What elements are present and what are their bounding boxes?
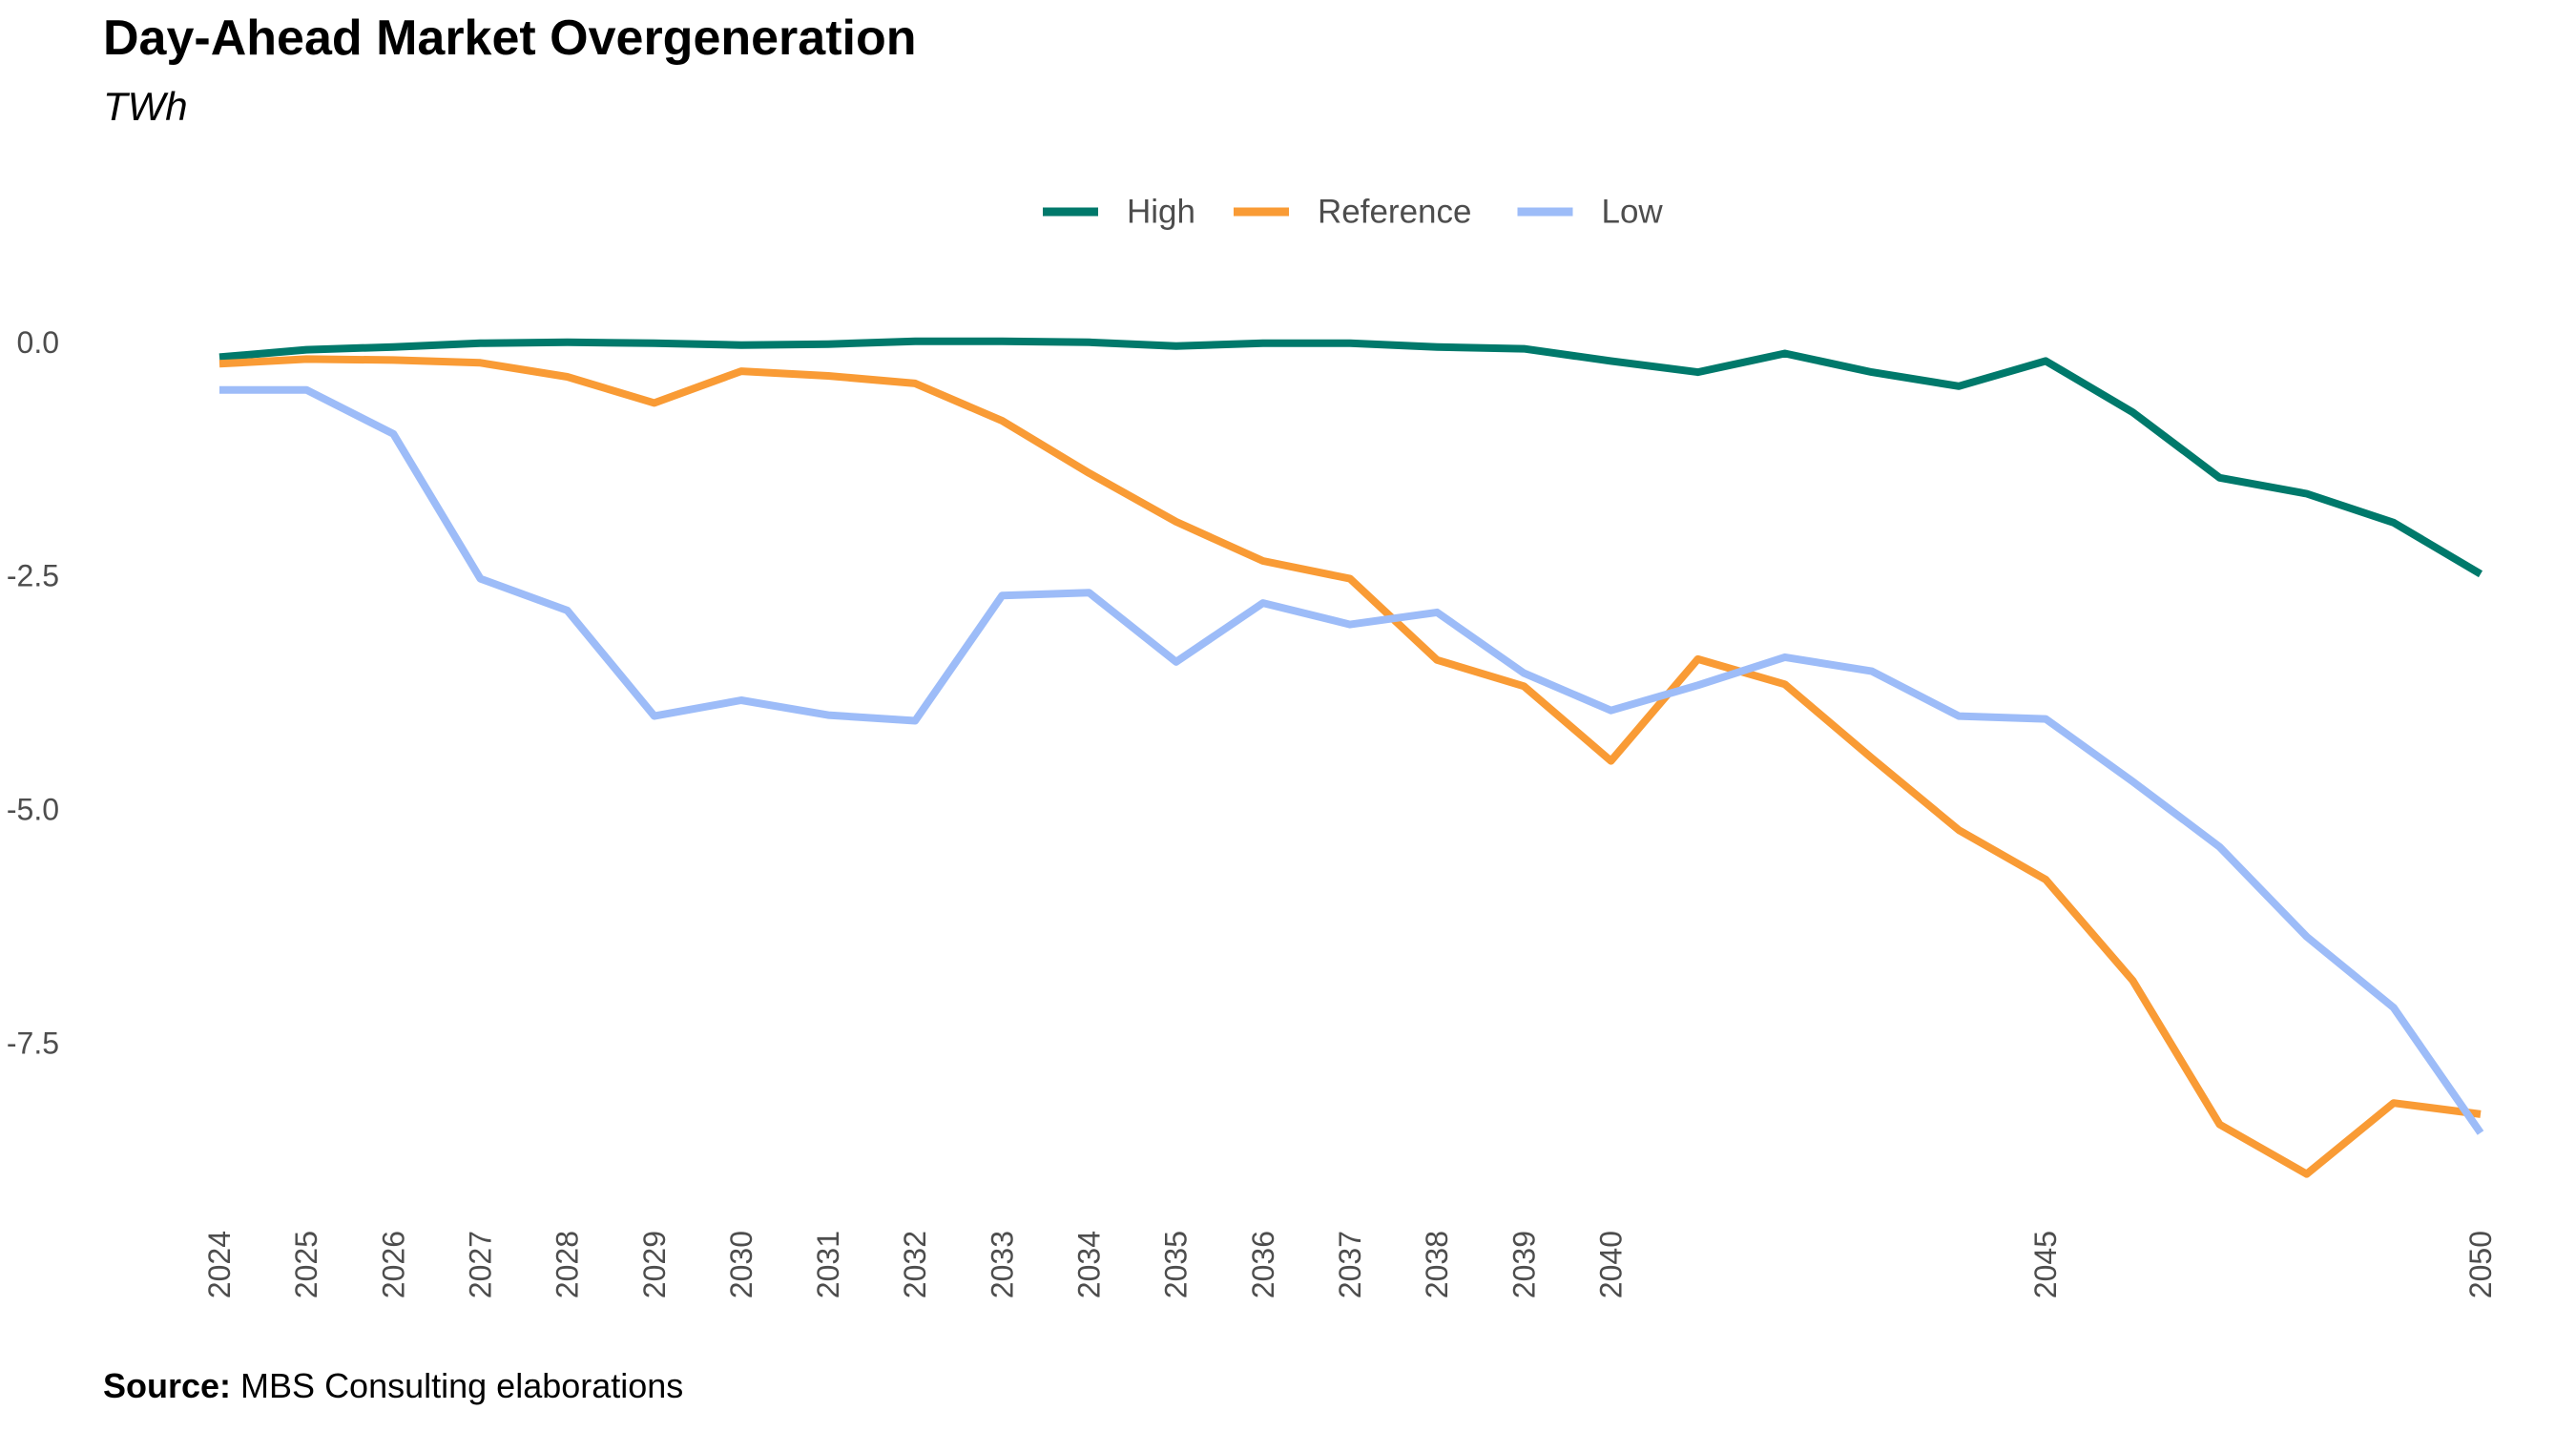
series-line-low <box>219 385 2484 1135</box>
legend-label-reference: Reference <box>1318 194 1471 231</box>
x-tick-label: 2045 <box>2028 1231 2063 1298</box>
x-tick-label: 2030 <box>724 1231 758 1298</box>
x-tick-label: 2036 <box>1246 1231 1280 1298</box>
x-tick-label: 2031 <box>811 1231 845 1298</box>
x-tick-label: 2027 <box>463 1231 497 1298</box>
plot-area <box>218 337 2484 1178</box>
legend-label-high: High <box>1127 194 1195 231</box>
x-tick-label: 2032 <box>898 1231 932 1298</box>
x-tick-label: 2038 <box>1420 1231 1454 1298</box>
x-tick-label: 2040 <box>1593 1231 1628 1298</box>
source-caption: Source: MBS Consulting elaborations <box>103 1366 683 1406</box>
y-tick-label: -7.5 <box>7 1026 59 1060</box>
y-tick-label: -2.5 <box>7 559 59 593</box>
legend-label-low: Low <box>1602 194 1664 231</box>
source-label: Source: <box>103 1366 232 1405</box>
x-tick-label: 2034 <box>1072 1231 1107 1298</box>
x-tick-label: 2024 <box>202 1231 237 1298</box>
x-axis: 2024 2025 2026 2027 2028 2029 2030 2031 2032 2033… <box>202 1231 2498 1298</box>
x-tick-label: 2028 <box>551 1231 585 1298</box>
chart-subtitle: TWh <box>103 84 188 129</box>
legend: High Reference Low <box>1043 194 1663 231</box>
x-tick-label: 2050 <box>2463 1231 2498 1298</box>
series-line-high <box>218 337 2483 578</box>
y-tick-label: 0.0 <box>17 325 59 360</box>
x-tick-label: 2033 <box>985 1231 1019 1298</box>
chart-title: Day-Ahead Market Overgeneration <box>103 10 917 66</box>
x-tick-label: 2029 <box>637 1231 672 1298</box>
y-tick-label: -5.0 <box>7 793 59 827</box>
y-axis: 0.0 -2.5 -5.0 -7.5 <box>7 325 59 1061</box>
source-text: MBS Consulting elaborations <box>231 1366 684 1405</box>
x-tick-label: 2035 <box>1159 1231 1194 1298</box>
x-tick-label: 2025 <box>289 1231 323 1298</box>
series-line-reference <box>218 355 2482 1178</box>
x-tick-label: 2039 <box>1506 1231 1541 1298</box>
x-tick-label: 2026 <box>376 1231 410 1298</box>
x-tick-label: 2037 <box>1333 1231 1367 1298</box>
